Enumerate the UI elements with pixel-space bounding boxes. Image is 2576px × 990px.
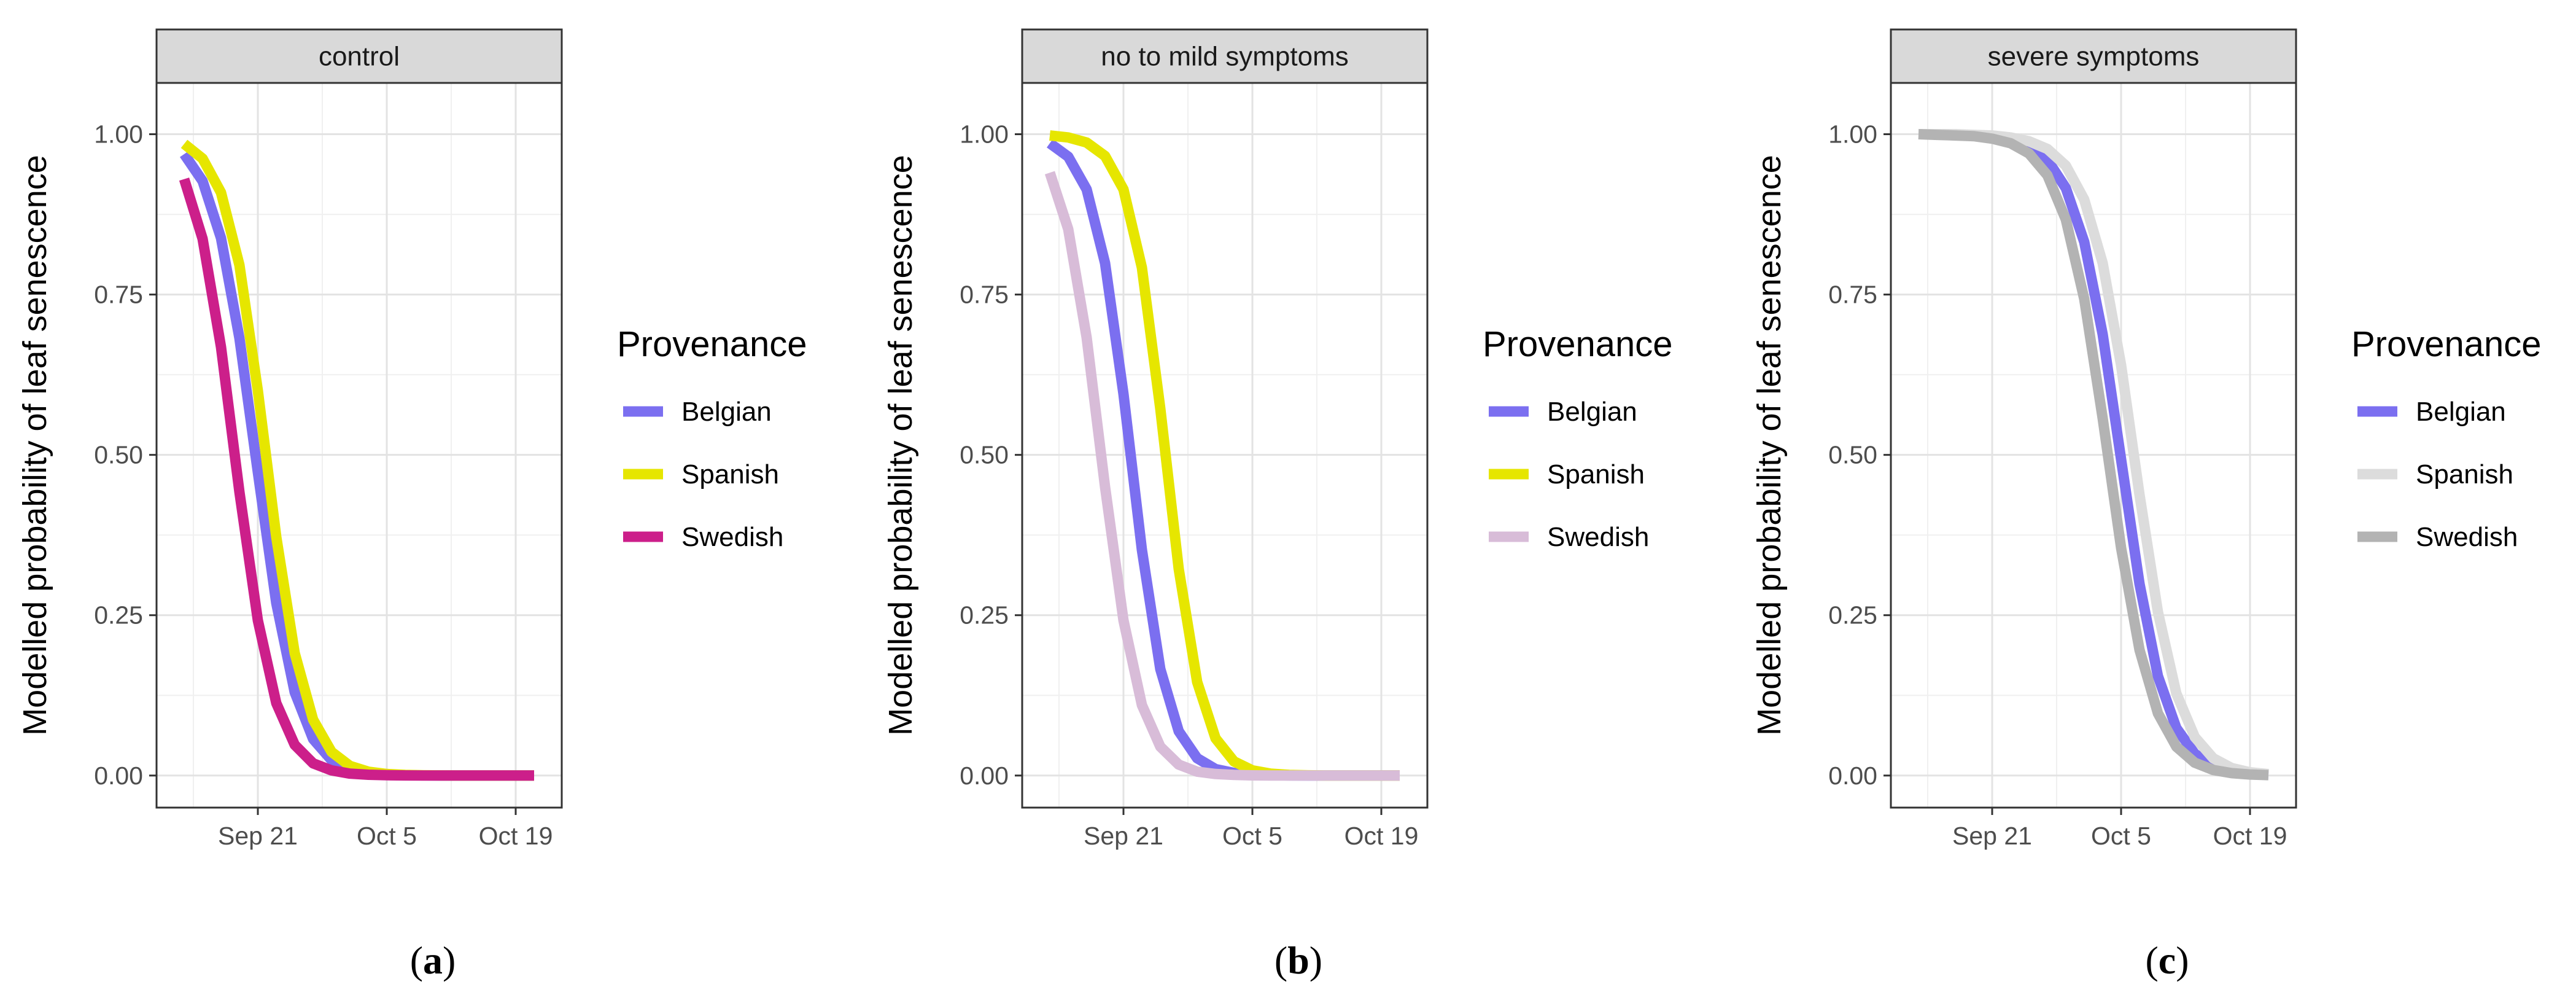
y-axis-title: Modelled probability of leaf senescence [17,155,53,736]
y-tick-label: 0.00 [960,762,1009,790]
caption-close: ) [1309,938,1322,982]
legend-label-swedish: Swedish [681,522,783,552]
legend-label-belgian: Belgian [681,397,772,427]
legend: Provenance Belgian Spanish Swedish [617,324,807,552]
facet-strip-title: severe symptoms [1988,42,2200,72]
caption-close: ) [2176,938,2189,982]
y-tick-label: 0.00 [94,762,143,790]
panel-caption: (a) [410,938,456,982]
x-tick-label: Oct 19 [479,822,553,850]
caption-open: ( [1274,938,1287,982]
legend-title: Provenance [617,324,807,364]
y-tick-label: 0.50 [94,441,143,469]
y-tick-label: 0.25 [960,601,1009,629]
chart-panel-1: no to mild symptoms 0.00 0.25 0.50 0.75 1.00 S… [882,28,1673,982]
legend-title: Provenance [2351,324,2542,364]
caption-letter: a [423,938,443,982]
legend-label-swedish: Swedish [1547,522,1649,552]
y-tick-label: 0.75 [1828,281,1877,309]
facet-strip [155,28,563,84]
chart-panel-0: control 0.00 0.25 0.50 0.75 1.00 Sep 21 Oct 5 Oc… [17,28,807,982]
legend-label-spanish: Spanish [1547,459,1645,489]
x-tick-label: Sep 21 [1952,822,2032,850]
legend-label-belgian: Belgian [1547,397,1637,427]
y-tick-label: 1.00 [960,120,1009,149]
y-tick-label: 0.50 [1828,441,1877,469]
plot-area [1891,83,2296,808]
caption-close: ) [443,938,456,982]
facet-strip [1890,28,2297,84]
x-tick-label: Oct 19 [2213,822,2287,850]
y-tick-label: 0.50 [960,441,1009,469]
x-tick-label: Oct 5 [357,822,417,850]
y-axis-title: Modelled probability of leaf senescence [882,155,919,736]
y-tick-label: 0.75 [94,281,143,309]
y-tick-label: 1.00 [94,120,143,149]
y-tick-label: 1.00 [1828,120,1877,149]
x-tick-label: Oct 5 [1222,822,1282,850]
x-tick-label: Oct 5 [2091,822,2151,850]
caption-letter: b [1287,938,1309,982]
legend-label-belgian: Belgian [2416,397,2506,427]
legend-label-spanish: Spanish [681,459,779,489]
caption-letter: c [2159,938,2176,982]
y-tick-label: 0.75 [960,281,1009,309]
panel-caption: (b) [1274,938,1322,982]
chart-panel-2: severe symptoms 0.00 0.25 0.50 0.75 1.00 Sep 2… [1751,28,2542,982]
x-tick-label: Sep 21 [1084,822,1163,850]
legend-label-swedish: Swedish [2416,522,2518,552]
facet-strip-title: control [319,42,400,72]
series-line-swedish [1044,171,1400,781]
series-line-swedish [1918,129,2269,781]
legend: Provenance Belgian Spanish Swedish [1483,324,1673,552]
y-axis-title: Modelled probability of leaf senescence [1751,155,1788,736]
x-tick-label: Sep 21 [218,822,298,850]
caption-open: ( [410,938,423,982]
panel-caption: (c) [2145,938,2189,982]
x-tick-label: Oct 19 [1344,822,1419,850]
legend: Provenance Belgian Spanish Swedish [2351,324,2542,552]
facet-strip [1021,28,1429,84]
y-tick-label: 0.25 [1828,601,1877,629]
facet-strip-title: no to mild symptoms [1101,42,1348,72]
series-line-swedish [179,177,534,781]
legend-title: Provenance [1483,324,1673,364]
legend-label-spanish: Spanish [2416,459,2513,489]
caption-open: ( [2145,938,2158,982]
y-tick-label: 0.25 [94,601,143,629]
y-tick-label: 0.00 [1828,762,1877,790]
